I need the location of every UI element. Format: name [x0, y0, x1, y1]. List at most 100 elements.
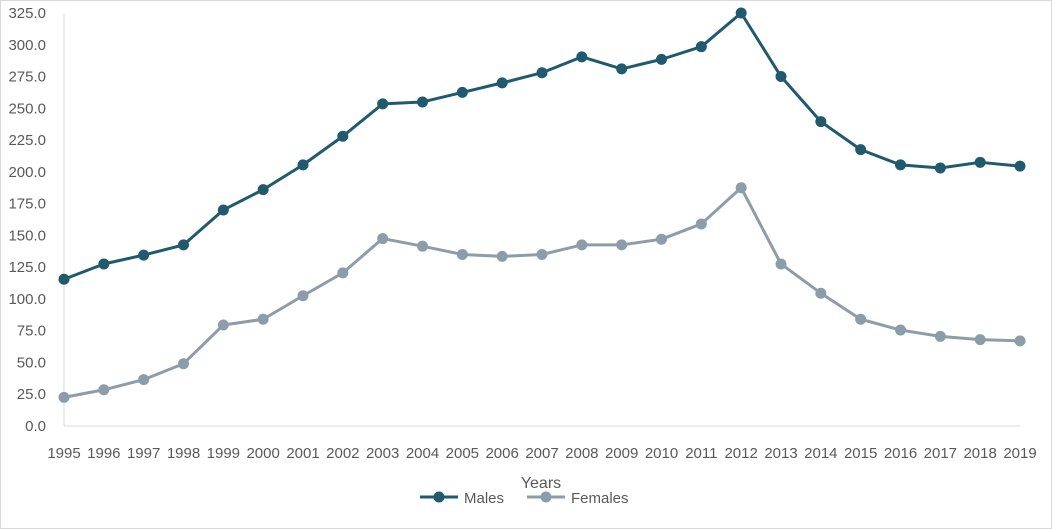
x-tick-label: 2011 — [685, 445, 717, 462]
data-point-females — [815, 287, 827, 299]
data-point-females — [257, 313, 269, 325]
x-tick-label: 2015 — [844, 445, 877, 462]
x-axis-title: Years — [521, 475, 561, 492]
data-point-males — [58, 273, 70, 285]
data-point-males — [217, 204, 229, 216]
data-point-males — [456, 86, 468, 98]
y-tick-label: 25.0 — [17, 386, 46, 403]
y-tick-label: 175.0 — [8, 196, 46, 213]
y-tick-label: 300.0 — [8, 37, 46, 54]
x-tick-label: 2007 — [525, 445, 558, 462]
x-tick-label: 2012 — [724, 445, 757, 462]
data-point-females — [337, 267, 349, 279]
legend-marker-females — [540, 491, 552, 503]
x-tick-label: 1997 — [127, 445, 160, 462]
x-tick-label: 2017 — [924, 445, 957, 462]
y-tick-label: 100.0 — [8, 291, 46, 308]
data-point-males — [616, 63, 628, 75]
x-tick-label: 2018 — [963, 445, 996, 462]
x-tick-label: 1998 — [167, 445, 200, 462]
data-point-males — [974, 156, 986, 168]
series-line-males — [63, 11, 1021, 281]
series-line-females — [63, 186, 1021, 399]
data-point-females — [695, 218, 707, 230]
x-tick-label: 2004 — [406, 445, 439, 462]
x-tick-label: 2001 — [286, 445, 319, 462]
x-tick-label: 2013 — [764, 445, 797, 462]
x-tick-label: 2010 — [645, 445, 678, 462]
data-point-females — [1014, 335, 1026, 347]
data-point-males — [895, 159, 906, 171]
data-point-females — [616, 239, 628, 251]
data-point-males — [337, 130, 349, 142]
y-tick-label: 50.0 — [17, 354, 46, 371]
x-tick-label: 2014 — [804, 445, 837, 462]
data-point-females — [735, 182, 747, 194]
y-tick-label: 275.0 — [8, 69, 46, 86]
data-point-males — [377, 98, 389, 110]
series-layer — [58, 7, 1026, 403]
data-point-males — [297, 159, 309, 171]
data-point-females — [456, 248, 468, 260]
data-point-females — [536, 248, 548, 260]
data-point-males — [257, 184, 269, 196]
y-axis: 0.0 25.0 50.0 75.0 100.0 125.0 150.0 175.0 200.0… — [8, 5, 65, 435]
x-tick-label: 1999 — [207, 445, 240, 462]
data-point-males — [815, 116, 827, 128]
data-point-females — [656, 233, 667, 245]
data-point-females — [217, 319, 229, 331]
data-point-females — [138, 374, 150, 386]
y-tick-label: 200.0 — [8, 164, 46, 181]
data-point-males — [138, 249, 150, 261]
data-point-males — [1014, 160, 1026, 172]
data-point-males — [934, 162, 946, 174]
data-point-males — [695, 41, 707, 53]
y-tick-label: 250.0 — [8, 100, 46, 117]
legend-marker-males — [433, 491, 445, 503]
x-tick-label: 2002 — [326, 445, 359, 462]
x-tick-label: 2003 — [366, 445, 399, 462]
x-tick-label: 2008 — [565, 445, 598, 462]
y-tick-label: 0.0 — [25, 418, 46, 435]
data-point-males — [536, 67, 548, 79]
data-point-females — [576, 239, 588, 251]
x-tick-label: 1995 — [47, 445, 80, 462]
data-point-females — [934, 330, 946, 342]
data-point-females — [58, 391, 70, 403]
data-point-females — [98, 384, 110, 396]
data-point-females — [974, 334, 986, 346]
data-point-females — [496, 250, 508, 262]
data-point-males — [417, 96, 428, 108]
data-point-males — [656, 53, 667, 65]
data-point-males — [775, 71, 787, 83]
x-tick-label: 2000 — [246, 445, 279, 462]
x-tick-label: 2019 — [1003, 445, 1036, 462]
data-point-males — [178, 239, 189, 251]
data-point-females — [855, 313, 867, 325]
y-tick-label: 325.0 — [8, 5, 46, 22]
data-point-males — [496, 77, 508, 89]
x-tick-label: 2005 — [446, 445, 479, 462]
x-tick-label: 2009 — [605, 445, 638, 462]
data-point-males — [735, 7, 747, 19]
data-point-females — [417, 240, 428, 252]
data-point-females — [377, 233, 389, 245]
data-point-females — [297, 290, 309, 302]
data-point-males — [855, 144, 867, 156]
legend: Males Females — [420, 490, 629, 507]
x-tick-label: 2006 — [485, 445, 518, 462]
y-tick-label: 225.0 — [8, 132, 46, 149]
y-tick-label: 75.0 — [17, 323, 46, 340]
legend-label-males: Males — [464, 490, 504, 507]
data-point-females — [895, 324, 906, 336]
y-tick-label: 150.0 — [8, 227, 46, 244]
y-tick-label: 125.0 — [8, 259, 46, 276]
data-point-females — [775, 258, 787, 270]
legend-label-females: Females — [571, 490, 629, 507]
x-tick-label: 2016 — [884, 445, 917, 462]
data-point-males — [98, 258, 110, 270]
x-tick-label: 1996 — [87, 445, 120, 462]
x-axis: 1995 1996 1997 1998 1999 2000 2001 2002 2003 2004… — [47, 425, 1037, 462]
